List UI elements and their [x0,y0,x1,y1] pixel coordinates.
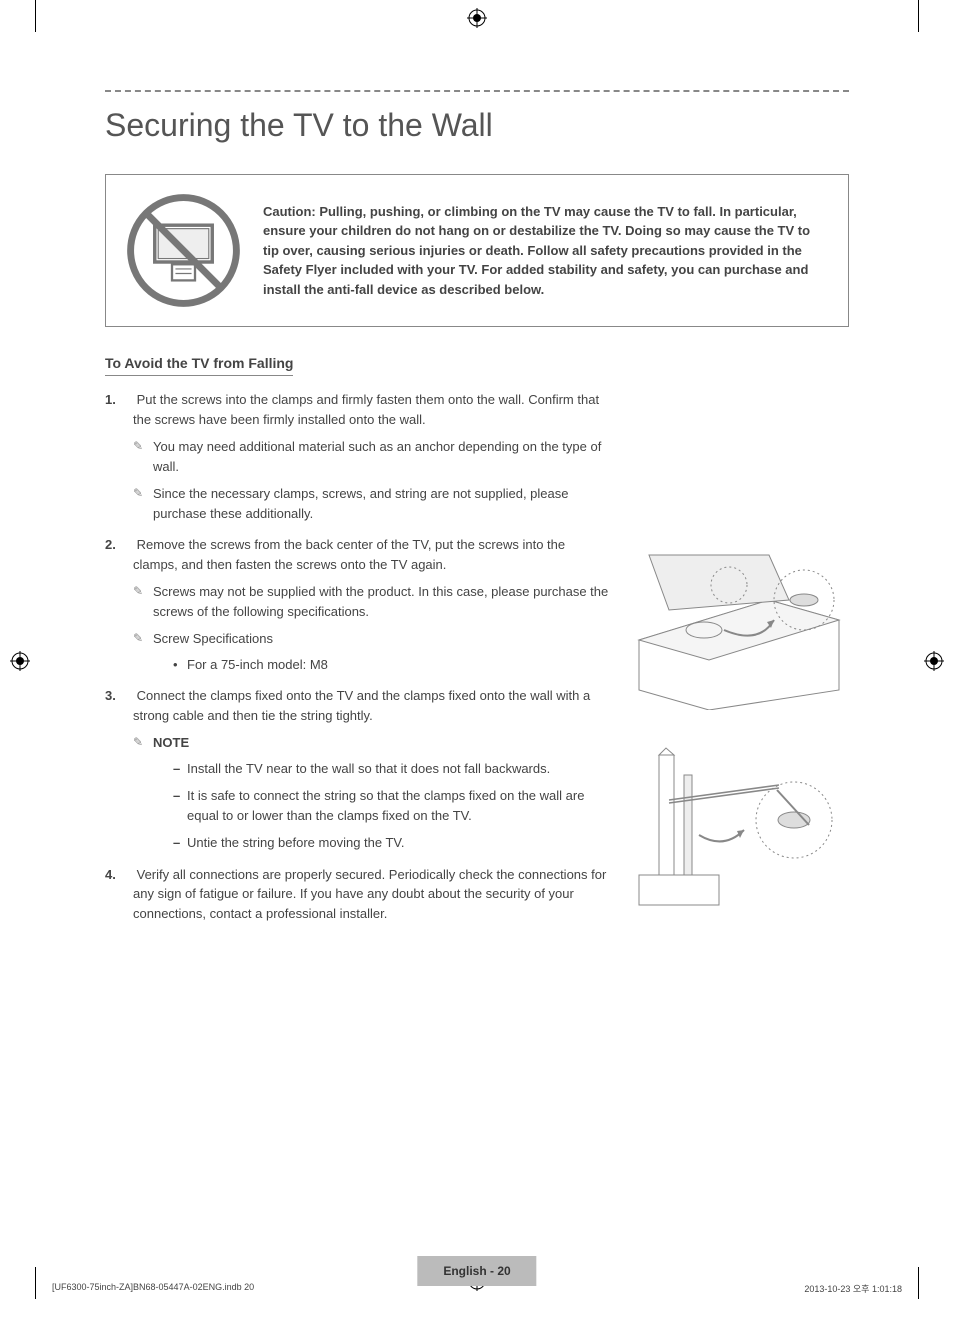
note-block: NOTE Install the TV near to the wall so … [133,733,609,853]
note-item: Since the necessary clamps, screws, and … [133,484,609,523]
no-climb-tv-icon [126,193,241,308]
wall-tie-diagram-icon [629,745,849,915]
step-1: 1. Put the screws into the clamps and fi… [105,390,609,523]
step-text: Remove the screws from the back center o… [133,537,565,572]
footer-filename: [UF6300-75inch-ZA]BN68-05447A-02ENG.indb… [52,1282,254,1295]
registration-mark-icon [924,651,944,671]
registration-mark-icon [467,8,487,28]
step-text: Verify all connections are properly secu… [133,867,606,921]
note-label: NOTE [153,735,189,750]
dash-item: Install the TV near to the wall so that … [153,759,609,779]
dash-item: Untie the string before moving the TV. [153,833,609,853]
step-number: 3. [105,686,133,706]
note-item: You may need additional material such as… [133,437,609,476]
crop-mark [918,1267,919,1299]
note-item: Screw Specifications For a 75-inch model… [133,629,609,674]
footer-meta: [UF6300-75inch-ZA]BN68-05447A-02ENG.indb… [52,1282,902,1295]
divider [105,90,849,92]
step-2: 2. Remove the screws from the back cente… [105,535,609,674]
step-number: 2. [105,535,133,555]
section-heading: To Avoid the TV from Falling [105,355,293,376]
bullet-item: For a 75-inch model: M8 [153,655,609,675]
caution-box: Caution: Pulling, pushing, or climbing o… [105,174,849,327]
step-4: 4. Verify all connections are properly s… [105,865,609,924]
crop-mark [35,1267,36,1299]
step-text: Put the screws into the clamps and firml… [133,392,599,427]
step-number: 1. [105,390,133,410]
step-number: 4. [105,865,133,885]
crop-mark [35,0,36,32]
footer-timestamp: 2013-10-23 오후 1:01:18 [804,1282,902,1295]
page-title: Securing the TV to the Wall [105,107,849,144]
step-text: Connect the clamps fixed onto the TV and… [133,688,590,723]
page-content: Securing the TV to the Wall Caution: Pul… [105,90,849,1221]
caution-text: Caution: Pulling, pushing, or climbing o… [263,202,828,300]
registration-mark-icon [10,651,30,671]
clamp-diagram-icon [629,550,849,710]
note-text: Screw Specifications [153,631,273,646]
dash-item: It is safe to connect the string so that… [153,786,609,825]
crop-mark [918,0,919,32]
note-item: Screws may not be supplied with the prod… [133,582,609,621]
step-3: 3. Connect the clamps fixed onto the TV … [105,686,609,853]
